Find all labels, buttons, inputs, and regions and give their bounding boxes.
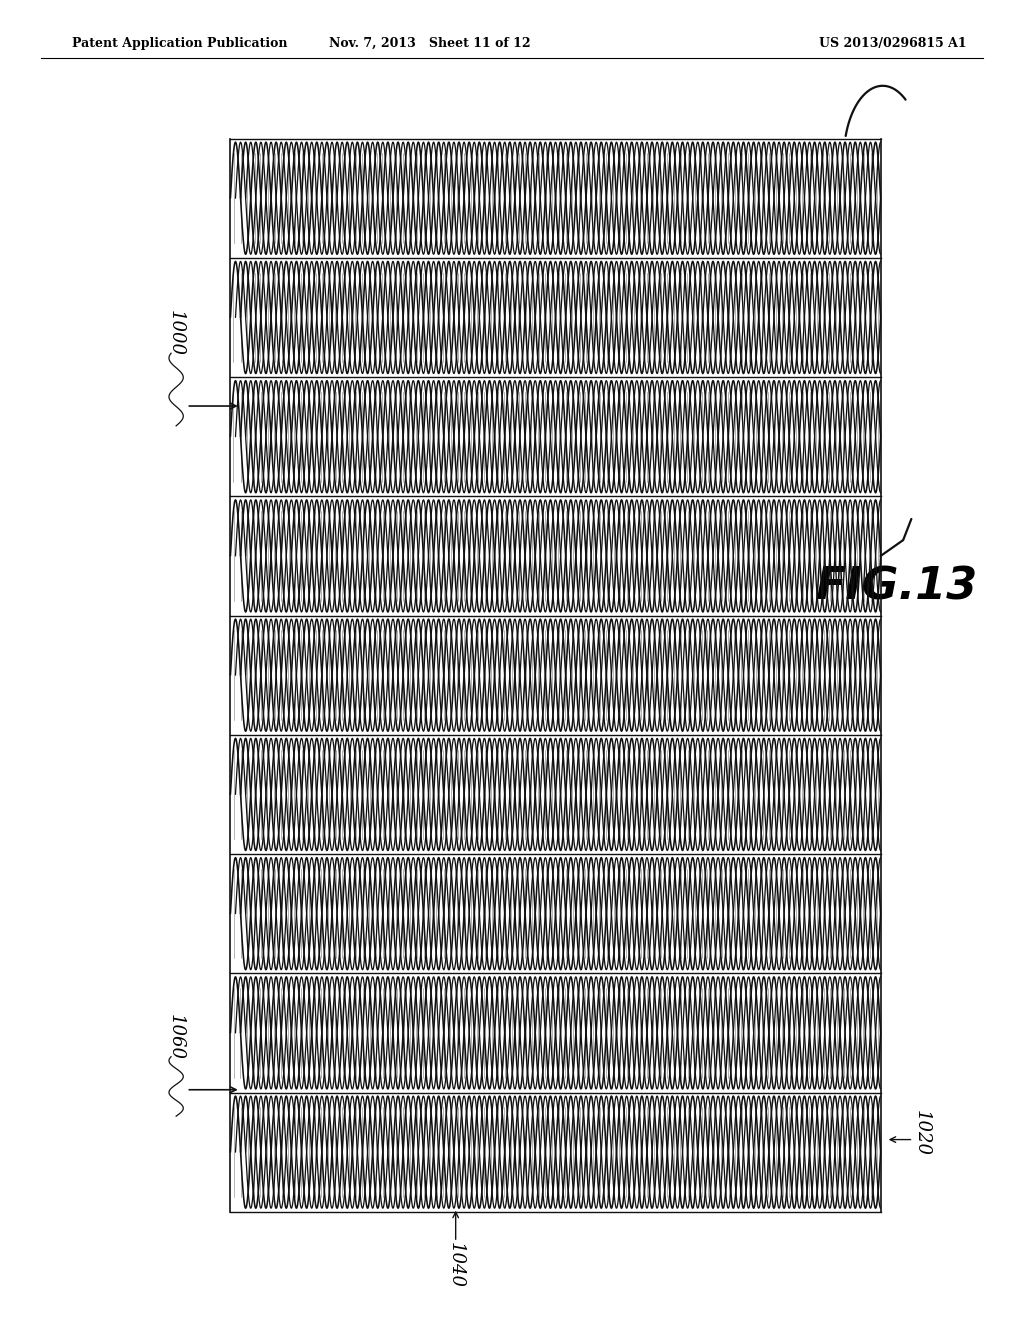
Text: 1020: 1020 (912, 1110, 931, 1156)
Text: FIG.13: FIG.13 (815, 566, 977, 609)
Polygon shape (230, 615, 881, 735)
Polygon shape (230, 973, 881, 1093)
Text: 1040: 1040 (446, 1242, 465, 1287)
Text: 1060: 1060 (167, 1014, 185, 1060)
Polygon shape (230, 257, 881, 378)
Text: Nov. 7, 2013   Sheet 11 of 12: Nov. 7, 2013 Sheet 11 of 12 (330, 37, 530, 50)
Text: 1000: 1000 (167, 310, 185, 356)
Polygon shape (230, 139, 881, 257)
Polygon shape (230, 854, 881, 973)
Text: Patent Application Publication: Patent Application Publication (72, 37, 287, 50)
Polygon shape (230, 1093, 881, 1212)
Polygon shape (230, 735, 881, 854)
Polygon shape (230, 496, 881, 615)
Polygon shape (230, 378, 881, 496)
Text: US 2013/0296815 A1: US 2013/0296815 A1 (819, 37, 967, 50)
